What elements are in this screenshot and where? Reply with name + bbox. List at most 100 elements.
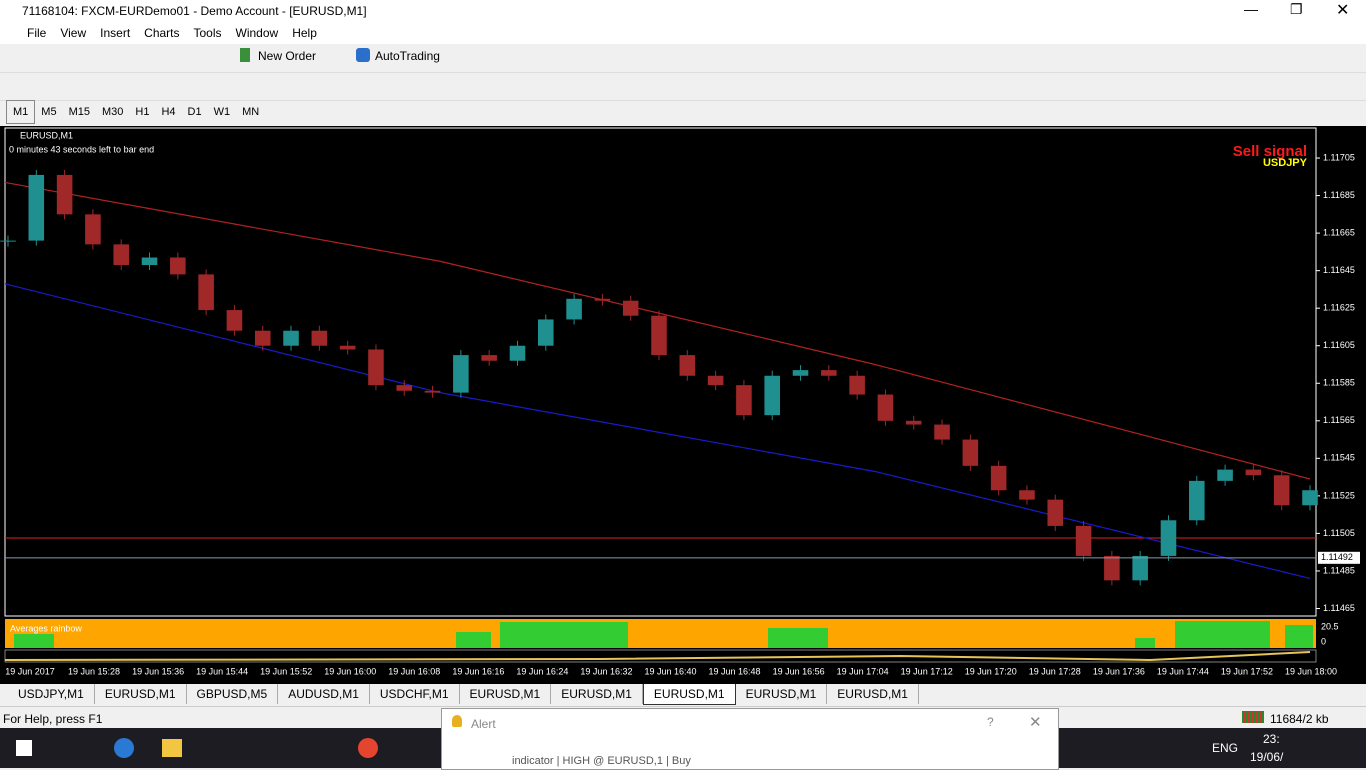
app-icon[interactable] (114, 738, 134, 758)
chart-tab[interactable]: USDJPY,M1 (8, 684, 95, 704)
x-tick-label: 19 Jun 17:44 (1157, 666, 1209, 676)
alert-close[interactable]: ✕ (1029, 714, 1042, 731)
timeframe[interactable]: M5 (41, 106, 57, 118)
menu-item[interactable]: File (27, 26, 47, 40)
traffic: 11684/2 kb (1270, 712, 1329, 726)
tab-bar: USDJPY,M1 EURUSD,M1 GBPUSD,M5 AUDUSD,M1 USDC… (0, 684, 1366, 706)
chart-tab[interactable]: USDCHF,M1 (370, 684, 460, 704)
x-tick-label: 19 Jun 15:44 (196, 666, 248, 676)
x-tick-label: 19 Jun 15:28 (68, 666, 120, 676)
y-tick-label: 1.11585 (1323, 378, 1355, 388)
y-tick-label: 1.11525 (1323, 490, 1355, 500)
menu-item[interactable]: Help (292, 26, 317, 40)
app-icon[interactable] (162, 739, 182, 757)
y-tick-label: 1.11705 (1323, 152, 1355, 162)
y-tick-label: 1.11625 (1323, 303, 1355, 313)
chart-tab[interactable]: GBPUSD,M5 (187, 684, 279, 704)
toolbar: New Order AutoTrading (0, 44, 1366, 73)
signal: Sell signal (1233, 143, 1307, 160)
lang[interactable]: ENG (1212, 741, 1239, 755)
alert-message: indicator | HIGH @ EURUSD,1 | Buy (512, 755, 691, 767)
timeframe[interactable]: M1 (6, 100, 36, 124)
x-tick-label: 19 Jun 16:32 (580, 666, 632, 676)
candle (537, 319, 554, 346)
chart-tab[interactable]: EURUSD,M1 (551, 684, 643, 704)
candle (764, 375, 781, 416)
chart-tab[interactable]: EURUSD,M1 (642, 684, 736, 705)
minimize[interactable]: — (1244, 1, 1258, 17)
timeframe[interactable]: H1 (135, 106, 150, 118)
candle (1075, 525, 1092, 556)
candle (990, 465, 1007, 491)
countdown: 0 minutes 43 seconds left to bar end (9, 144, 154, 154)
start[interactable] (16, 740, 32, 756)
chart-tab[interactable]: AUDUSD,M1 (278, 684, 370, 704)
chart-tab[interactable]: EURUSD,M1 (736, 684, 828, 704)
timeframe[interactable]: D1 (187, 106, 202, 118)
candle (0, 240, 16, 242)
app-icon[interactable] (358, 738, 378, 758)
timeframe[interactable]: W1 (213, 106, 231, 118)
help-text: For Help, press F1 (3, 712, 103, 726)
x-tick-label: 19 Jun 16:40 (644, 666, 696, 676)
rainbow-title: Averages rainbow (10, 623, 82, 633)
x-tick-label: 19 Jun 17:12 (901, 666, 953, 676)
candle (821, 370, 837, 376)
y-tick-label: 1.11645 (1323, 265, 1355, 275)
icon (240, 48, 250, 62)
menu-item[interactable]: Window (235, 26, 279, 40)
x-tick-label: 19 Jun 17:52 (1221, 666, 1273, 676)
alert-help[interactable]: ? (987, 715, 994, 729)
candle (56, 174, 73, 215)
rainbow-bars (14, 621, 1313, 648)
symbol: EURUSD,M1 (20, 130, 73, 140)
chart-tab[interactable]: EURUSD,M1 (460, 684, 552, 704)
clock-time[interactable]: 23: (1263, 732, 1280, 746)
bell-icon (452, 715, 462, 727)
candle (962, 439, 979, 466)
menu-item[interactable]: Insert (100, 26, 131, 40)
auto-trading[interactable]: AutoTrading (375, 49, 440, 63)
candle (905, 420, 922, 425)
x-tick-label: 19 Jun 17:04 (837, 666, 889, 676)
x-tick-label: 19 Jun 16:48 (709, 666, 761, 676)
menu-item[interactable]: Charts (144, 26, 180, 40)
chart-tab[interactable]: EURUSD,M1 (95, 684, 187, 704)
x-tick-label: 19 Jun 16:16 (452, 666, 504, 676)
y-tick-label: 1.11465 (1323, 603, 1355, 613)
candle (283, 330, 299, 346)
y-tick-label: 1.11605 (1323, 340, 1355, 350)
candle (368, 349, 384, 386)
menu-item[interactable]: View (60, 26, 87, 40)
menu-item[interactable]: Tools (193, 26, 222, 40)
candle (792, 370, 809, 376)
chart-frame (4, 127, 1317, 617)
timeframe[interactable]: M15 (68, 106, 90, 118)
candle (877, 394, 894, 421)
candle (226, 310, 243, 331)
candle (849, 375, 865, 395)
bid-label: 1.11492 (1321, 552, 1353, 562)
clock-date[interactable]: 19/06/ (1250, 750, 1284, 764)
x-tick-label: 19 Jun 15:52 (260, 666, 312, 676)
candle (736, 385, 752, 416)
bid-box (1318, 551, 1360, 564)
candle (622, 300, 639, 316)
timeframe[interactable]: MN (242, 106, 260, 118)
candle (198, 274, 214, 311)
timeframe[interactable]: H4 (161, 106, 176, 118)
candle (566, 298, 582, 320)
candle (1245, 469, 1262, 476)
restore[interactable]: ❐ (1290, 1, 1303, 17)
candle (1302, 490, 1318, 506)
timeframe[interactable]: M30 (101, 106, 124, 118)
candle (481, 355, 497, 361)
x-tick-label: 19 Jun 16:24 (516, 666, 568, 676)
new-order[interactable]: New Order (258, 49, 317, 63)
candle (113, 244, 130, 266)
toolbar-2 (0, 72, 1366, 101)
close[interactable]: ✕ (1336, 2, 1350, 19)
chart-tab[interactable]: EURUSD,M1 (827, 684, 919, 704)
y-tick-label: 1.11505 (1323, 528, 1355, 538)
